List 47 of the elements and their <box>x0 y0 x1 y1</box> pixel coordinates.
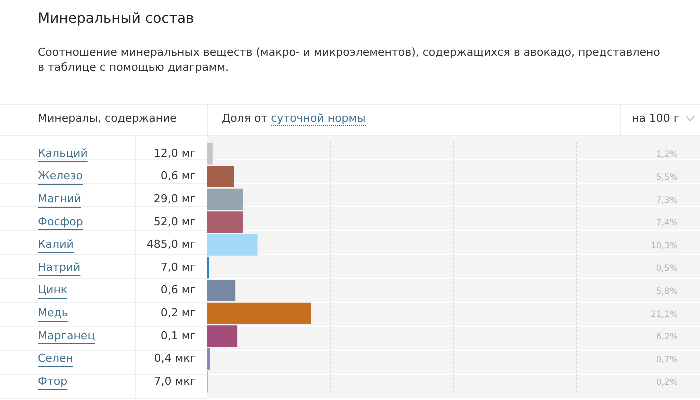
data-label: 10,3% <box>650 241 678 252</box>
data-label: 21,1% <box>650 310 678 320</box>
bar <box>207 234 258 256</box>
text: 52,0 мг <box>154 215 196 228</box>
chart-title: Минеральный состав <box>38 10 194 29</box>
text: 29,0 мг <box>154 192 196 206</box>
text: 7,0 мкг <box>154 374 196 388</box>
y-tick-label: Железо <box>38 170 84 183</box>
bar <box>207 280 236 302</box>
text: 0,4 мкг <box>154 352 196 366</box>
x-axis-title: Доля от суточной нормы <box>222 112 366 126</box>
y-tick-label: Фтор <box>38 374 68 388</box>
bar <box>207 326 238 348</box>
bar <box>207 188 243 210</box>
bar <box>207 302 312 324</box>
y-tick-label: Фосфор <box>38 215 84 228</box>
data-label: 5,5% <box>656 173 678 184</box>
y-tick-label: Марганец <box>38 329 96 342</box>
y-tick-label: Медь <box>38 306 68 320</box>
data-label: 6,2% <box>656 332 678 343</box>
y-tick-label: Цинк <box>38 284 68 297</box>
data-label: 7,4% <box>656 218 678 229</box>
y-tick-label: Кальций <box>38 146 88 160</box>
bar <box>207 212 244 234</box>
bar <box>207 348 210 370</box>
y-tick-label: Магний <box>38 192 82 206</box>
y-tick-label: Селен <box>38 352 74 366</box>
text: 0,6 мг <box>160 170 196 183</box>
chart-subtitle: Соотношение минеральных веществ (макро- и микроэлементов), содержащихся в авокадо, представлено в таблице с помощью диаграмм. <box>38 45 662 75</box>
text: 7,0 мг <box>160 260 196 274</box>
text: 0,1 мг <box>160 329 196 342</box>
data-label: 7,3% <box>656 196 678 206</box>
data-label: 0,2% <box>656 378 678 388</box>
y-tick-label: Калий <box>38 238 74 252</box>
data-label: 5,8% <box>656 287 678 298</box>
bar <box>207 166 234 188</box>
text: 485,0 мг <box>146 238 196 252</box>
text: 0,6 мг <box>160 284 196 297</box>
text: 0,2 мг <box>160 306 196 320</box>
y-tick-label: Натрий <box>38 260 81 274</box>
y-axis-title: Минералы, содержание <box>38 111 177 127</box>
data-label: 0,5% <box>656 264 678 274</box>
text: 12,0 мг <box>154 146 196 160</box>
data-label: 0,7% <box>656 355 678 366</box>
text: на 100 г <box>632 111 680 127</box>
data-label: 1,2% <box>656 150 678 160</box>
bar <box>207 143 213 165</box>
